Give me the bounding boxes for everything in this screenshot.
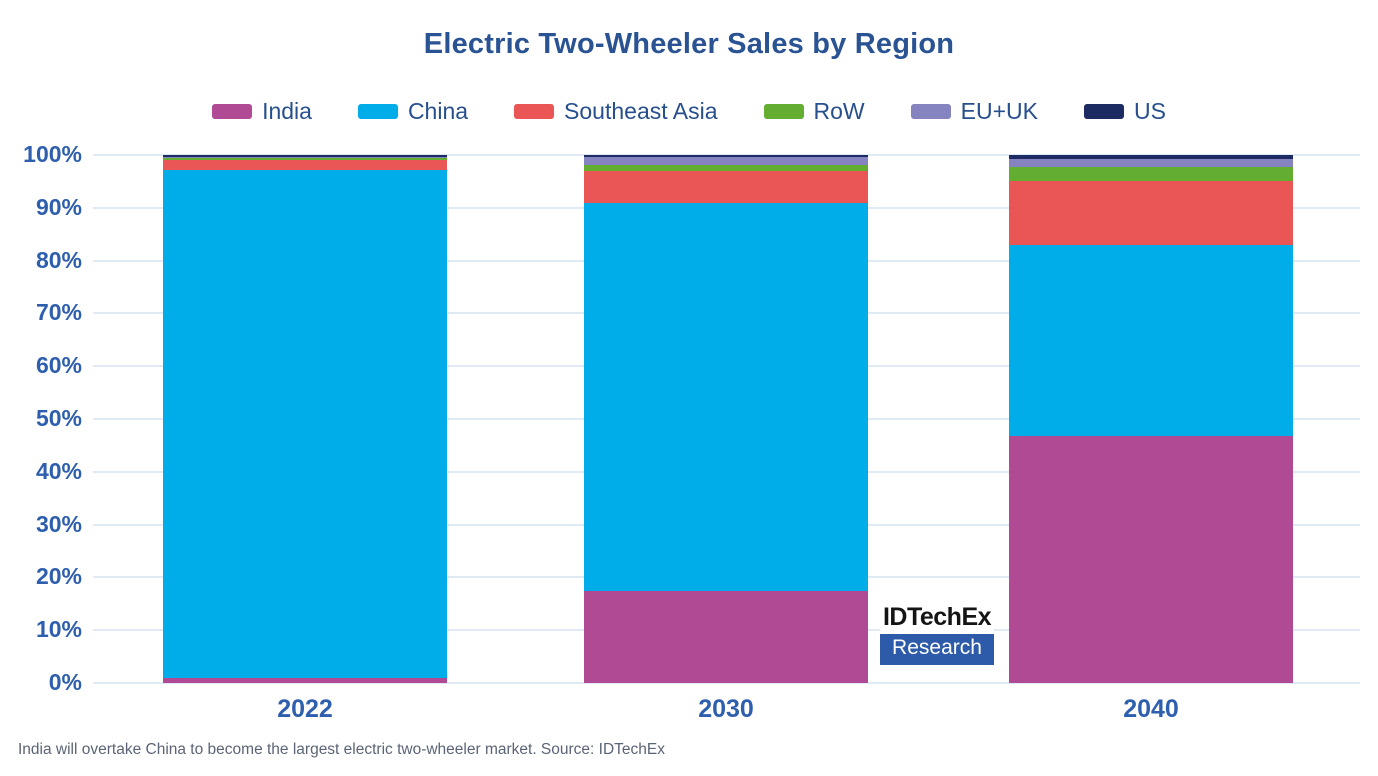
stacked-bar-2040 [1009, 155, 1293, 683]
plot-area: 2022 2030 2040 [93, 154, 1360, 723]
bar-segment-2040-india[interactable] [1009, 435, 1293, 683]
legend-swatch-icon [910, 104, 951, 119]
y-axis-label-20: 20% [35, 563, 82, 590]
y-axis-label-30: 30% [35, 510, 82, 537]
bar-segment-2022-us[interactable] [163, 155, 447, 157]
legend-swatch-icon [212, 104, 253, 119]
bar-segment-2030-row[interactable] [584, 164, 868, 171]
y-axis-label-0: 0% [48, 669, 82, 695]
x-axis-label-2040: 2040 [1123, 695, 1179, 723]
y-axis-label-10: 10% [35, 616, 82, 643]
bar-segment-2022-india[interactable] [163, 677, 447, 683]
legend-label: China [407, 98, 469, 124]
legend-item-india[interactable]: India [212, 98, 312, 125]
bar-segment-2040-row[interactable] [1009, 167, 1293, 182]
stacked-bar-2030 [584, 155, 868, 683]
legend-label: India [262, 98, 312, 124]
idtechex-logo-name: IDTechEx [880, 603, 994, 634]
gridline-100 [93, 154, 1360, 156]
y-axis-label-40: 40% [35, 457, 82, 484]
legend: India China Southeast Asia RoW EU+UK US [0, 98, 1378, 125]
bar-segment-2030-us[interactable] [584, 155, 868, 158]
x-axis-label-2022: 2022 [277, 695, 333, 723]
legend-label: EU+UK [960, 98, 1038, 124]
x-axis-label-2030: 2030 [698, 695, 754, 723]
source-caption: India will overtake China to become the … [18, 741, 665, 758]
chart-title: Electric Two-Wheeler Sales by Region [423, 28, 955, 60]
legend-item-china[interactable]: China [357, 98, 469, 125]
legend-swatch-icon [514, 104, 555, 119]
stacked-bar-2022 [163, 155, 447, 683]
legend-item-us[interactable]: US [1083, 98, 1166, 125]
bar-segment-2030-southeast-asia[interactable] [584, 170, 868, 203]
legend-label: Southeast Asia [564, 98, 718, 124]
bar-segment-2022-southeast-asia[interactable] [163, 160, 447, 171]
legend-label: RoW [813, 98, 865, 124]
bar-segment-2022-eu-uk[interactable] [163, 156, 447, 159]
y-axis-label-70: 70% [35, 299, 82, 326]
bar-segment-2040-eu-uk[interactable] [1009, 159, 1293, 168]
legend-item-southeast-asia[interactable]: Southeast Asia [514, 98, 718, 125]
legend-swatch-icon [763, 104, 804, 119]
bar-segment-2040-us[interactable] [1009, 155, 1293, 160]
y-axis-label-80: 80% [35, 246, 82, 273]
gridline-0 [93, 682, 1360, 684]
bar-segment-2022-row[interactable] [163, 158, 447, 161]
y-axis-label-50: 50% [35, 405, 82, 431]
legend-item-eu-uk[interactable]: EU+UK [910, 98, 1038, 125]
legend-swatch-icon [1083, 104, 1124, 119]
bar-segment-2030-china[interactable] [584, 202, 868, 592]
bar-segment-2022-china[interactable] [163, 170, 447, 678]
idtechex-logo-research: Research [880, 634, 994, 665]
legend-swatch-icon [357, 104, 398, 119]
bar-segment-2040-china[interactable] [1009, 244, 1293, 436]
bar-segment-2030-india[interactable] [584, 591, 868, 683]
idtechex-logo: IDTechEx Research [880, 603, 994, 665]
bar-segment-2030-eu-uk[interactable] [584, 157, 868, 165]
legend-item-row[interactable]: RoW [763, 98, 865, 125]
bar-segment-2040-southeast-asia[interactable] [1009, 181, 1293, 245]
legend-label: US [1133, 98, 1166, 124]
y-axis-label-90: 90% [35, 193, 82, 220]
y-axis-label-100: 100% [23, 141, 82, 167]
y-axis-label-60: 60% [35, 352, 82, 379]
